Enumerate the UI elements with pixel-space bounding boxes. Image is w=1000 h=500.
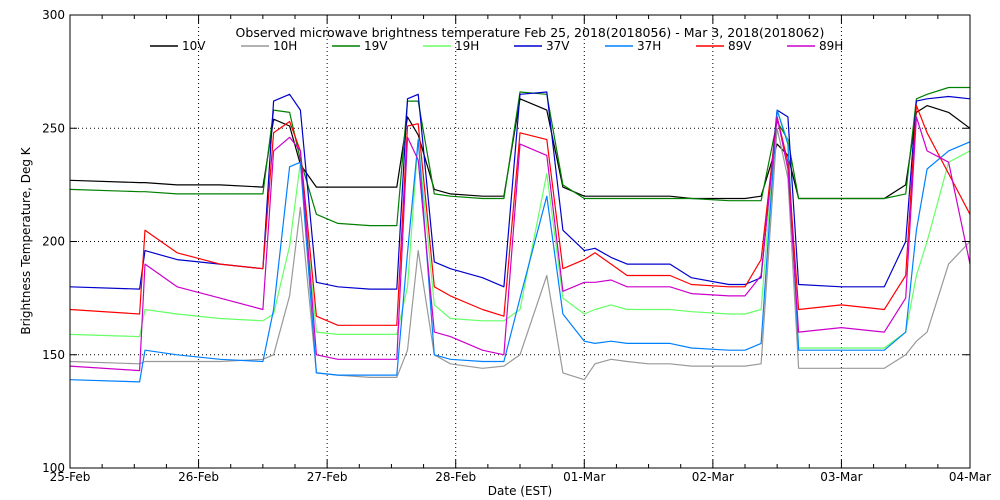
x-tick-label: 26-Feb [178, 470, 219, 484]
legend-item-10v: 10V [150, 39, 206, 53]
legend-item-19v: 19V [332, 39, 388, 53]
legend-item-89v: 89V [696, 39, 752, 53]
y-tick-label: 150 [42, 348, 65, 362]
legend-label: 10H [273, 39, 297, 53]
series-line-10h [69, 127, 971, 381]
x-tick-label: 01-Mar [563, 470, 605, 484]
series-line-89v [69, 104, 971, 326]
x-tick-label: 25-Feb [50, 470, 91, 484]
chart-title: Observed microwave brightness temperatur… [236, 25, 825, 40]
series-line-19v [69, 86, 970, 227]
y-axis-label: Brightness Temperature, Deg K [19, 146, 33, 334]
y-tick-label: 300 [42, 8, 65, 22]
x-tick-label: 28-Feb [435, 470, 476, 484]
x-tick-label: 02-Mar [692, 470, 734, 484]
legend-label: 89V [728, 39, 752, 53]
legend-item-37v: 37V [514, 39, 570, 53]
legend-label: 37V [546, 39, 570, 53]
x-tick-label: 03-Mar [820, 470, 862, 484]
legend-item-19h: 19H [423, 39, 479, 53]
legend-label: 19H [455, 39, 479, 53]
x-tick-label: 04-Mar [949, 470, 991, 484]
series-line-19h [69, 109, 971, 349]
legend-item-10h: 10H [241, 39, 297, 53]
legend-label: 10V [182, 39, 206, 53]
y-tick-label: 100 [42, 461, 65, 475]
y-tick-label: 200 [42, 235, 65, 249]
y-tick-label: 250 [42, 121, 65, 135]
legend-label: 37H [637, 39, 661, 53]
legend-item-89h: 89H [787, 39, 843, 53]
legend-label: 89H [819, 39, 843, 53]
legend-label: 19V [364, 39, 388, 53]
axes: 100 150 200 250 300 25-Feb 26-Feb 27-Feb 28-Feb 0… [42, 8, 991, 484]
series-line-37h [69, 109, 971, 383]
series-lines [69, 86, 971, 383]
legend-item-37h: 37H [605, 39, 661, 53]
series-line-37v [69, 91, 971, 290]
x-axis-label: Date (EST) [488, 484, 552, 498]
grid-lines [70, 15, 970, 468]
series-line-89h [69, 116, 971, 372]
x-tick-label: 27-Feb [307, 470, 348, 484]
legend: 10V 10H 19V 19H 37V 37H 89V 89H [150, 39, 843, 53]
